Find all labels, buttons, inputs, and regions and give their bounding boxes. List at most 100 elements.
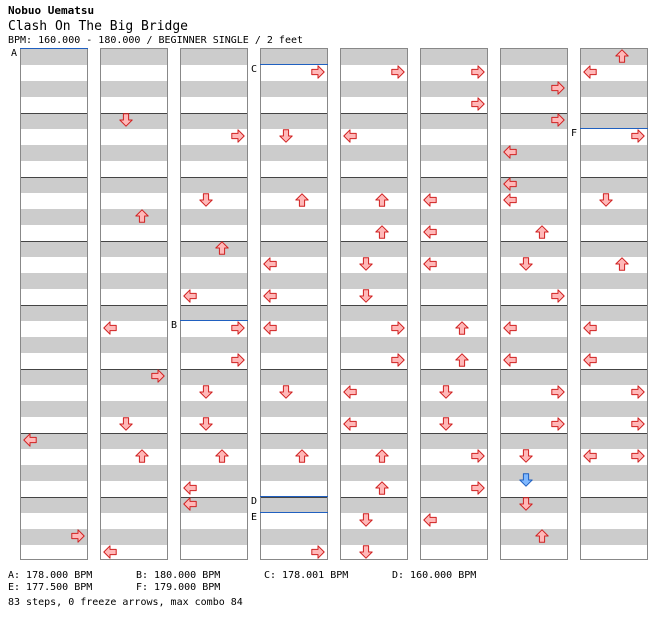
measure-line xyxy=(101,241,167,242)
arrow-up-icon xyxy=(535,529,549,543)
arrow-up-icon xyxy=(375,193,389,207)
bpm-change-label: D xyxy=(251,496,258,507)
arrow-up-icon xyxy=(135,209,149,223)
beat-stripe xyxy=(101,337,167,353)
beat-stripe xyxy=(21,113,87,129)
beat-stripe xyxy=(101,305,167,321)
beat-stripe xyxy=(181,465,247,481)
measure-line xyxy=(261,305,327,306)
beat-stripe xyxy=(341,465,407,481)
beat-stripe xyxy=(501,241,567,257)
arrow-right-icon xyxy=(631,385,645,399)
beat-stripe xyxy=(261,337,327,353)
arrow-left-icon xyxy=(343,417,357,431)
beat-stripe xyxy=(501,113,567,129)
bpm-change-line xyxy=(20,48,88,49)
measure-line xyxy=(341,177,407,178)
beat-stripe xyxy=(101,433,167,449)
beat-stripe xyxy=(101,81,167,97)
measure-line xyxy=(21,241,87,242)
beat-stripe xyxy=(501,529,567,545)
arrow-down-icon xyxy=(359,513,373,527)
beat-stripe xyxy=(421,529,487,545)
beat-stripe xyxy=(181,305,247,321)
arrow-up-icon xyxy=(455,353,469,367)
arrow-right-icon xyxy=(471,449,485,463)
measure-line xyxy=(261,433,327,434)
arrow-left-icon xyxy=(423,225,437,239)
beat-stripe xyxy=(101,209,167,225)
measure-line xyxy=(341,113,407,114)
beat-stripe xyxy=(21,465,87,481)
bpm-change-label: A xyxy=(11,48,18,59)
beat-stripe xyxy=(21,49,87,65)
beat-stripe xyxy=(261,241,327,257)
measure-line xyxy=(341,497,407,498)
arrow-left-icon xyxy=(103,545,117,559)
arrow-left-icon xyxy=(423,257,437,271)
arrow-down-icon xyxy=(279,129,293,143)
beat-stripe xyxy=(101,273,167,289)
arrow-right-icon xyxy=(551,385,565,399)
measure-line xyxy=(581,497,647,498)
beat-stripe xyxy=(21,369,87,385)
beat-stripe xyxy=(261,497,327,513)
measure-line xyxy=(581,305,647,306)
chart-column xyxy=(180,48,248,560)
beat-stripe xyxy=(581,433,647,449)
beat-stripe xyxy=(21,177,87,193)
arrow-down-icon xyxy=(199,385,213,399)
beat-stripe xyxy=(341,305,407,321)
arrow-right-icon xyxy=(631,449,645,463)
beat-stripe xyxy=(581,177,647,193)
beat-stripe xyxy=(181,113,247,129)
beat-stripe xyxy=(421,433,487,449)
beat-stripe xyxy=(181,337,247,353)
measure-line xyxy=(101,305,167,306)
measure-line xyxy=(341,305,407,306)
beat-stripe xyxy=(101,401,167,417)
bpm-change-label: E xyxy=(251,512,258,523)
measure-line xyxy=(581,241,647,242)
beat-stripe xyxy=(421,145,487,161)
beat-stripe xyxy=(581,337,647,353)
arrow-right-icon xyxy=(391,353,405,367)
beat-stripe xyxy=(341,337,407,353)
beat-stripe xyxy=(501,209,567,225)
measure-line xyxy=(421,113,487,114)
arrow-up-icon xyxy=(375,449,389,463)
beat-stripe xyxy=(581,465,647,481)
beat-stripe xyxy=(421,49,487,65)
beat-stripe xyxy=(261,209,327,225)
bpm-legend-c: C: 178.001 BPM xyxy=(264,570,349,581)
measure-line xyxy=(101,369,167,370)
measure-line xyxy=(21,497,87,498)
beat-stripe xyxy=(101,497,167,513)
beat-stripe xyxy=(261,81,327,97)
beat-stripe xyxy=(421,369,487,385)
measure-line xyxy=(181,305,247,306)
beat-stripe xyxy=(501,433,567,449)
beat-stripe xyxy=(181,401,247,417)
beat-stripe xyxy=(501,177,567,193)
arrow-left-icon xyxy=(183,481,197,495)
arrow-left-icon xyxy=(583,321,597,335)
arrow-right-icon xyxy=(471,65,485,79)
beat-stripe xyxy=(501,81,567,97)
arrow-right-icon xyxy=(231,353,245,367)
arrow-left-icon xyxy=(423,513,437,527)
arrow-up-icon xyxy=(215,449,229,463)
measure-line xyxy=(581,177,647,178)
chart-info: BPM: 160.000 - 180.000 / BEGINNER SINGLE… xyxy=(8,35,304,46)
measure-line xyxy=(421,241,487,242)
arrow-down-icon xyxy=(359,545,373,559)
arrow-right-icon xyxy=(551,417,565,431)
arrow-right-icon xyxy=(391,65,405,79)
arrow-right-icon xyxy=(311,65,325,79)
arrow-down-icon xyxy=(519,473,533,487)
measure-line xyxy=(261,113,327,114)
arrow-right-icon xyxy=(471,481,485,495)
measure-line xyxy=(21,433,87,434)
measure-line xyxy=(421,177,487,178)
arrow-left-icon xyxy=(503,177,517,191)
